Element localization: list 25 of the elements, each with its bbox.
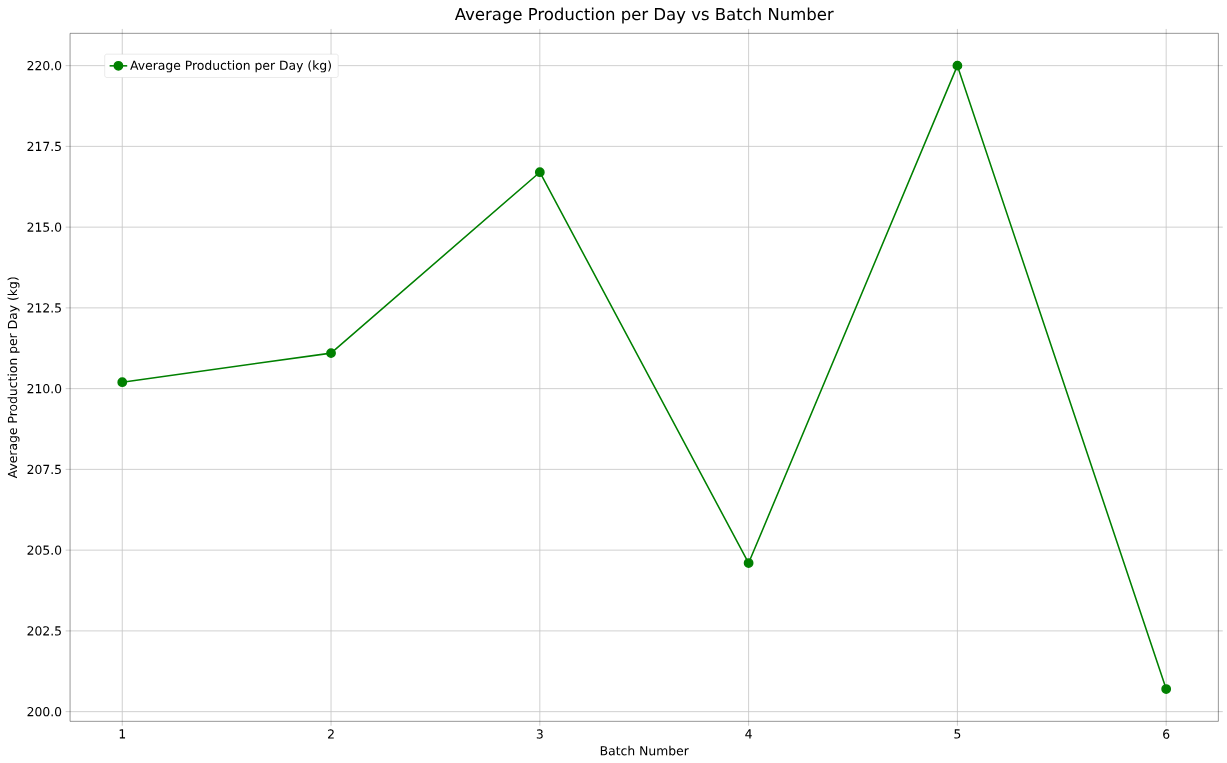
y-tick-label: 207.5 xyxy=(27,464,61,475)
x-tick-label: 2 xyxy=(328,729,334,739)
x-axis-title: Batch Number xyxy=(600,745,689,756)
point xyxy=(952,60,963,71)
point xyxy=(326,348,336,359)
point xyxy=(1161,684,1172,694)
y-axis-title: Average Production per Day (kg) xyxy=(7,277,20,479)
y-tick-label: 205.0 xyxy=(27,545,62,555)
y-tick-label: 212.5 xyxy=(27,303,61,313)
y-tick-label: 217.5 xyxy=(27,141,61,152)
x-tick-label: 1 xyxy=(119,729,126,739)
y-tick-label: 215.0 xyxy=(27,222,62,232)
x-tick-label: 3 xyxy=(536,729,543,739)
y-tick-label: 202.5 xyxy=(27,626,61,636)
y-tick-label: 220.0 xyxy=(27,60,62,71)
x-tick-label: 6 xyxy=(1163,729,1170,739)
chart-title: Average Production per Day vs Batch Number xyxy=(454,7,834,24)
point xyxy=(117,377,128,388)
legend-label: Average Production per Day (kg) xyxy=(130,60,331,73)
y-tick-label: 200.0 xyxy=(27,707,62,717)
x-tick-label: 4 xyxy=(745,729,752,739)
point xyxy=(743,558,754,568)
y-tick-label: 210.0 xyxy=(27,383,62,394)
point xyxy=(534,167,545,178)
x-tick-label: 5 xyxy=(954,729,961,739)
